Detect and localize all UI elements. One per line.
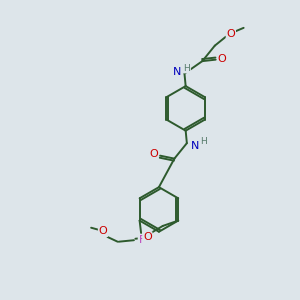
Text: O: O (226, 29, 235, 39)
Text: O: O (218, 54, 226, 64)
Text: N: N (173, 67, 181, 76)
Text: F: F (139, 235, 145, 244)
Text: H: H (200, 137, 207, 146)
Text: O: O (149, 149, 158, 160)
Text: N: N (191, 140, 200, 151)
Text: O: O (99, 226, 107, 236)
Text: O: O (143, 232, 152, 242)
Text: H: H (184, 64, 190, 73)
